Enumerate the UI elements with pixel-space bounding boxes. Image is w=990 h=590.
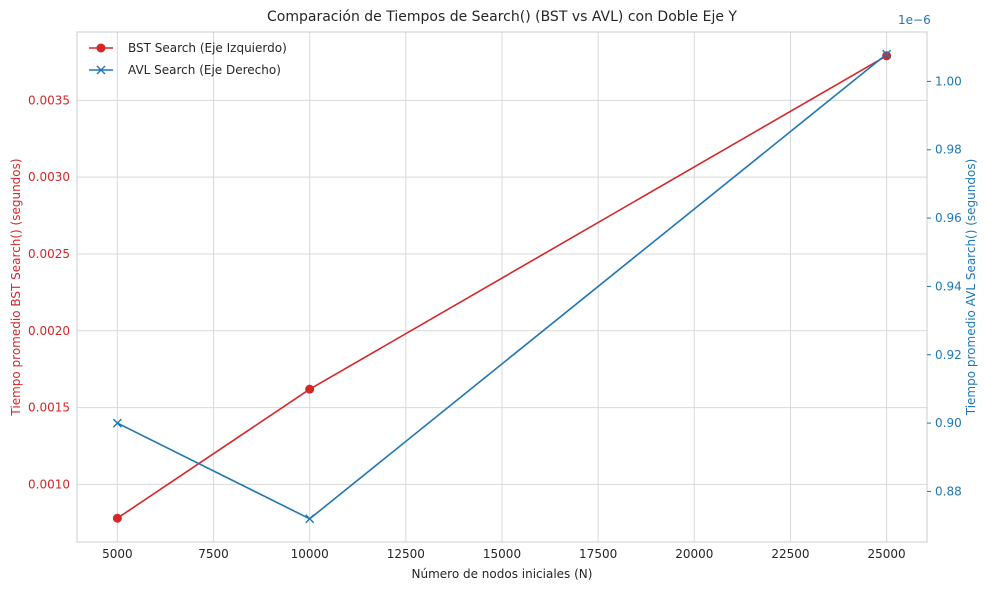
axis-layer: 5000 7500 10000 12500 15000 17500 20000 22500 25… <box>28 74 962 561</box>
grid-layer <box>77 32 927 542</box>
plot-frame <box>76 31 928 543</box>
x-tick-label: 20000 <box>675 547 713 561</box>
legend-label-bst: BST Search (Eje Izquierdo) <box>128 41 287 55</box>
right-axis-offset-label: 1e−6 <box>898 13 931 27</box>
x-tick-label: 10000 <box>291 547 329 561</box>
right-tick-label: 0.94 <box>935 279 962 293</box>
x-tick-label: 17500 <box>579 547 617 561</box>
left-tick-label: 0.0010 <box>28 477 70 491</box>
series-layer <box>112 49 892 524</box>
right-tick-label: 0.96 <box>935 211 962 225</box>
data-point-bst <box>882 51 892 61</box>
legend: BST Search (Eje Izquierdo) AVL Search (E… <box>89 41 287 77</box>
x-tick-label: 22500 <box>771 547 809 561</box>
x-tick-label: 25000 <box>868 547 906 561</box>
left-tick-label: 0.0020 <box>28 324 70 338</box>
x-tick-label: 7500 <box>198 547 229 561</box>
left-tick-label: 0.0025 <box>28 247 70 261</box>
x-tick-label: 12500 <box>387 547 425 561</box>
x-tick-label: 5000 <box>102 547 133 561</box>
chart-title: Comparación de Tiempos de Search() (BST … <box>267 9 737 25</box>
right-axis-title: Tiempo promedio AVL Search() (segundos) <box>964 159 978 417</box>
legend-entry-avl: AVL Search (Eje Derecho) <box>89 63 281 77</box>
legend-marker-bst <box>96 43 106 53</box>
left-tick-label: 0.0015 <box>28 401 70 415</box>
data-point-avl <box>305 514 315 524</box>
right-tick-label: 0.98 <box>935 143 962 157</box>
data-point-avl <box>882 49 892 59</box>
left-tick-label: 0.0035 <box>28 93 70 107</box>
data-point-avl <box>112 418 122 428</box>
left-axis-title: Tiempo promedio BST Search() (segundos) <box>9 158 23 416</box>
right-tick-label: 0.92 <box>935 348 962 362</box>
legend-entry-bst: BST Search (Eje Izquierdo) <box>89 41 287 55</box>
data-point-bst <box>112 513 122 523</box>
legend-label-avl: AVL Search (Eje Derecho) <box>128 63 281 77</box>
x-tick-label: 15000 <box>483 547 521 561</box>
x-axis-title: Número de nodos iniciales (N) <box>412 567 593 581</box>
right-tick-label: 0.88 <box>935 484 962 498</box>
data-point-bst <box>305 384 315 394</box>
right-tick-label: 1.00 <box>935 74 962 88</box>
legend-marker-avl <box>96 65 106 75</box>
left-tick-label: 0.0030 <box>28 170 70 184</box>
right-tick-label: 0.90 <box>935 416 962 430</box>
